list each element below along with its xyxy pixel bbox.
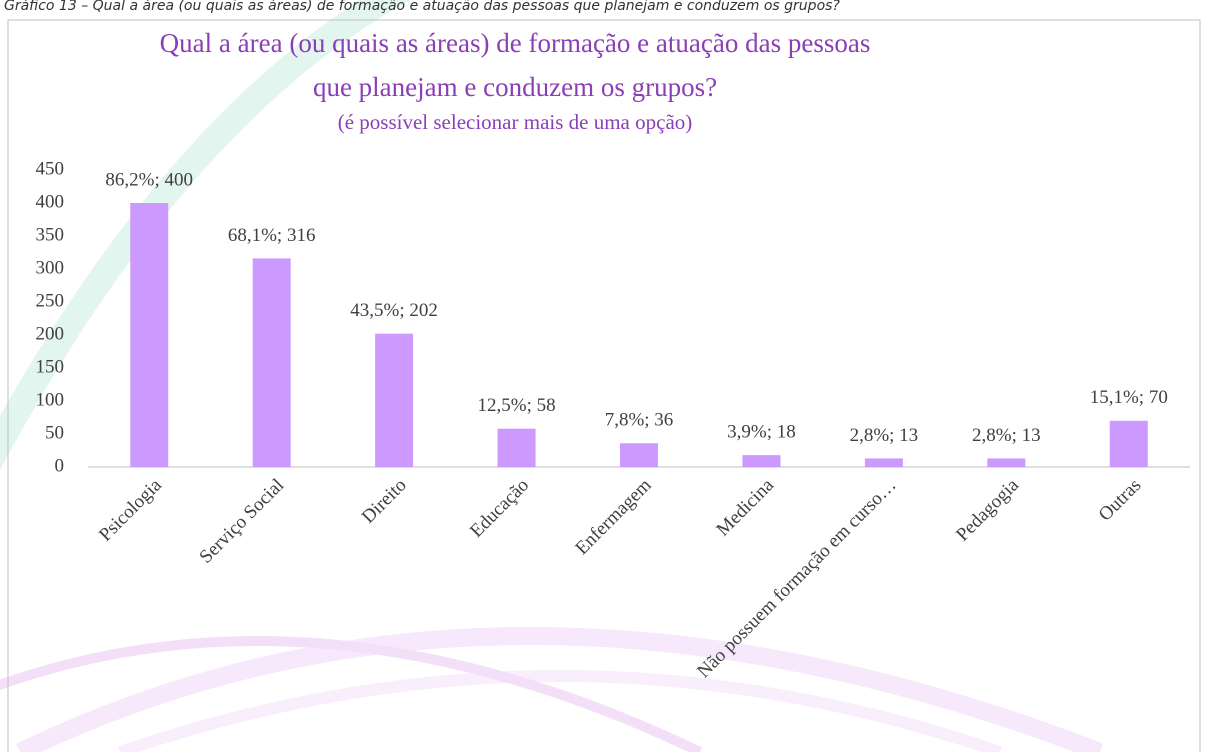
bar <box>1109 420 1148 467</box>
x-tick-label: Não possuem formação em curso… <box>693 475 900 682</box>
background-decoration <box>0 0 1104 752</box>
x-tick-label: Enfermagem <box>571 475 655 559</box>
bar <box>130 203 169 467</box>
x-tick-label: Pedagogia <box>952 474 1023 545</box>
bar <box>375 333 414 467</box>
data-label: 12,5%; 58 <box>478 395 556 416</box>
x-tick-label: Direito <box>358 475 411 528</box>
bar <box>987 458 1026 467</box>
x-tick-label: Outras <box>1095 475 1146 526</box>
bar <box>742 455 781 467</box>
y-tick-label: 100 <box>36 389 65 410</box>
y-tick-label: 450 <box>36 158 65 179</box>
data-label: 43,5%; 202 <box>350 300 438 321</box>
chart-title: Qual a área (ou quais as áreas) de forma… <box>160 28 871 58</box>
bar <box>497 428 536 467</box>
y-tick-label: 150 <box>36 356 65 377</box>
y-tick-label: 300 <box>36 257 65 278</box>
data-label: 2,8%; 13 <box>850 425 919 446</box>
x-tick-label: Medicina <box>712 474 778 540</box>
chart-subtitle: (é possível selecionar mais de uma opção… <box>338 110 693 134</box>
chart-border <box>7 19 1201 752</box>
bar <box>864 458 903 467</box>
y-tick-label: 250 <box>36 290 65 311</box>
y-tick-label: 0 <box>55 455 65 476</box>
data-label: 3,9%; 18 <box>727 421 796 442</box>
data-label: 7,8%; 36 <box>605 410 674 431</box>
data-label: 86,2%; 400 <box>105 169 193 190</box>
x-tick-label: Educação <box>466 475 533 542</box>
data-label: 2,8%; 13 <box>972 425 1041 446</box>
y-tick-label: 400 <box>36 191 65 212</box>
data-label: 15,1%; 70 <box>1090 387 1168 408</box>
bar <box>620 443 658 467</box>
y-tick-label: 50 <box>45 422 64 443</box>
y-tick-label: 200 <box>36 323 65 344</box>
x-tick-label: Psicologia <box>95 474 166 545</box>
caption: Gráfico 13 – Qual a área (ou quais as ár… <box>4 0 840 14</box>
data-label: 68,1%; 316 <box>228 225 316 246</box>
x-tick-label: Serviço Social <box>195 475 288 568</box>
chart-title: que planejam e conduzem os grupos? <box>313 72 717 102</box>
y-tick-label: 350 <box>36 224 65 245</box>
bar <box>252 258 291 467</box>
